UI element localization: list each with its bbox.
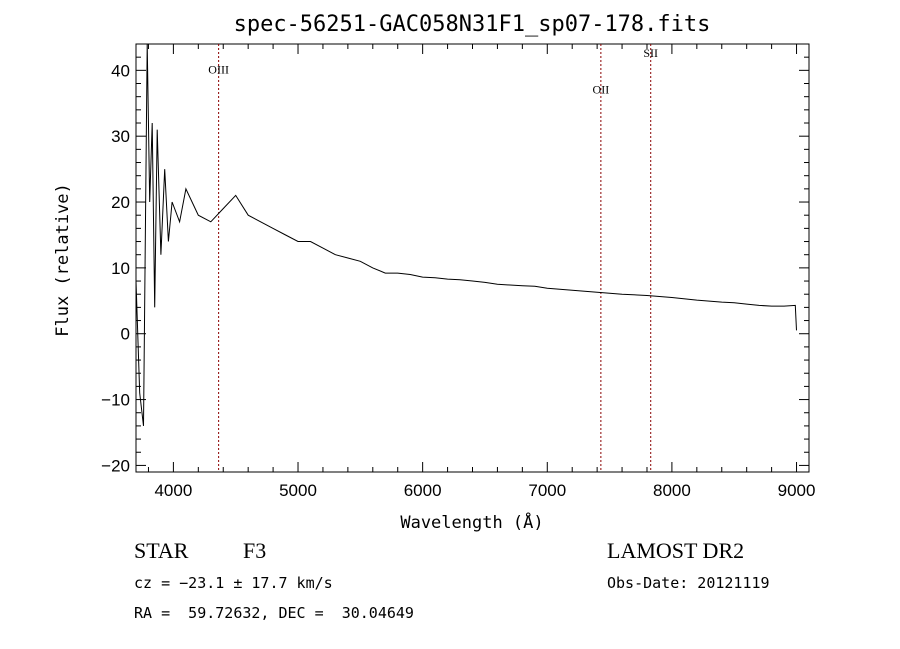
y-axis-label: Flux (relative) [53, 183, 73, 337]
x-tick-label: 5000 [279, 481, 317, 500]
y-tick-label: 10 [111, 259, 130, 278]
y-tick-label: 30 [111, 127, 130, 146]
emission-line-markers: OIII OII SII [208, 44, 658, 472]
x-tick-label: 8000 [653, 481, 691, 500]
axis-ticks [136, 43, 809, 472]
observation-date: Obs-Date: 20121119 [607, 574, 770, 592]
emission-line-label: OIII [208, 63, 229, 77]
emission-line-label: SII [643, 46, 658, 60]
y-tick-labels: −20 −10 0 10 20 30 40 [101, 61, 130, 475]
redshift-readout: cz = −23.1 ± 17.7 km/s [134, 574, 333, 592]
x-tick-label: 7000 [528, 481, 566, 500]
y-tick-label: −20 [101, 456, 130, 475]
chart-title: spec-56251-GAC058N31F1_sp07-178.fits [234, 12, 711, 37]
survey-name: LAMOST DR2 [607, 538, 745, 563]
object-class: STAR [134, 538, 189, 563]
x-axis-label: Wavelength (Å) [400, 511, 543, 533]
y-tick-label: 0 [121, 325, 130, 344]
emission-line-label: OII [593, 82, 610, 96]
spectrum-series-line [135, 43, 797, 426]
x-tick-label: 4000 [154, 481, 192, 500]
object-subclass: F3 [243, 538, 267, 563]
x-tick-labels: 4000 5000 6000 7000 8000 9000 [154, 481, 815, 500]
y-tick-label: 40 [111, 61, 130, 80]
plot-frame [135, 43, 810, 473]
coordinates-readout: RA = 59.72632, DEC = 30.04649 [134, 604, 414, 622]
y-tick-label: 20 [111, 193, 130, 212]
x-tick-label: 6000 [404, 481, 442, 500]
x-tick-label: 9000 [778, 481, 816, 500]
y-tick-label: −10 [101, 391, 130, 410]
